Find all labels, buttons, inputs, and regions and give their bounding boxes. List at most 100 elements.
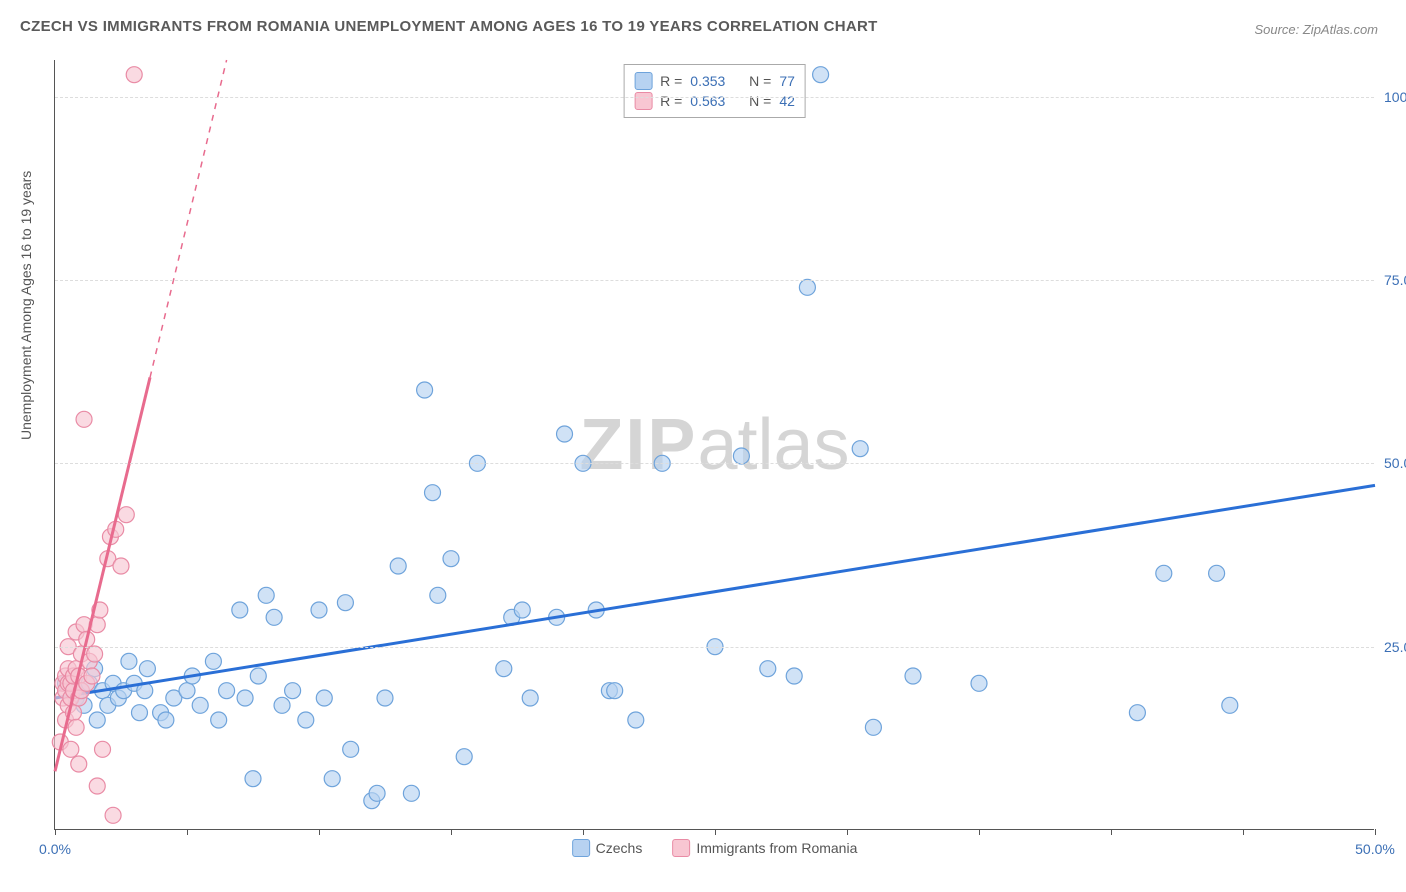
legend-item-romania: Immigrants from Romania [672,839,857,857]
gridline [55,647,1374,648]
x-tick [451,829,452,835]
data-point-czechs [760,661,776,677]
chart-svg [55,60,1374,829]
data-point-czechs [430,587,446,603]
data-point-czechs [237,690,253,706]
data-point-immigrants-from-romania [89,778,105,794]
x-tick [583,829,584,835]
legend-correlation: R = 0.353 N = 77 R = 0.563 N = 42 [623,64,806,118]
data-point-czechs [245,771,261,787]
swatch-romania-bottom [672,839,690,857]
x-tick-label: 50.0% [1355,841,1395,857]
data-point-immigrants-from-romania [87,646,103,662]
legend-series: Czechs Immigrants from Romania [572,839,858,857]
x-tick [1111,829,1112,835]
data-point-czechs [786,668,802,684]
data-point-czechs [733,448,749,464]
data-point-czechs [298,712,314,728]
data-point-immigrants-from-romania [113,558,129,574]
trend-line-0 [55,485,1375,698]
data-point-czechs [121,653,137,669]
data-point-czechs [316,690,332,706]
data-point-czechs [557,426,573,442]
y-tick-label: 100.0% [1384,89,1406,105]
x-tick [847,829,848,835]
data-point-czechs [139,661,155,677]
data-point-czechs [369,785,385,801]
data-point-czechs [285,683,301,699]
n-value-romania: 42 [779,93,795,109]
data-point-immigrants-from-romania [126,67,142,83]
data-point-czechs [179,683,195,699]
data-point-immigrants-from-romania [118,507,134,523]
data-point-czechs [232,602,248,618]
data-point-czechs [1156,565,1172,581]
data-point-czechs [813,67,829,83]
data-point-immigrants-from-romania [63,741,79,757]
data-point-czechs [205,653,221,669]
data-point-czechs [514,602,530,618]
x-tick-label: 0.0% [39,841,71,857]
data-point-czechs [417,382,433,398]
data-point-czechs [131,705,147,721]
data-point-czechs [522,690,538,706]
data-point-czechs [192,697,208,713]
data-point-czechs [89,712,105,728]
x-tick [319,829,320,835]
data-point-czechs [971,675,987,691]
swatch-czechs-bottom [572,839,590,857]
data-point-czechs [211,712,227,728]
data-point-czechs [258,587,274,603]
x-tick [1243,829,1244,835]
chart-title: CZECH VS IMMIGRANTS FROM ROMANIA UNEMPLO… [20,18,878,35]
data-point-czechs [799,279,815,295]
data-point-czechs [852,441,868,457]
data-point-czechs [377,690,393,706]
x-tick [715,829,716,835]
gridline [55,97,1374,98]
r-label: R = [660,93,682,109]
data-point-czechs [343,741,359,757]
data-point-immigrants-from-romania [76,411,92,427]
data-point-czechs [425,485,441,501]
data-point-immigrants-from-romania [105,807,121,823]
n-label: N = [749,73,771,89]
n-value-czechs: 77 [779,73,795,89]
x-tick [55,829,56,835]
source-label: Source: ZipAtlas.com [1254,22,1378,37]
r-value-czechs: 0.353 [690,73,725,89]
data-point-immigrants-from-romania [95,741,111,757]
data-point-czechs [158,712,174,728]
y-tick-label: 50.0% [1384,455,1406,471]
data-point-czechs [456,749,472,765]
data-point-czechs [274,697,290,713]
legend-label-czechs: Czechs [596,840,643,856]
data-point-czechs [443,551,459,567]
plot-area: ZIPatlas R = 0.353 N = 77 R = 0.563 N = … [54,60,1374,830]
data-point-czechs [324,771,340,787]
y-tick-label: 75.0% [1384,272,1406,288]
data-point-czechs [628,712,644,728]
x-tick [187,829,188,835]
y-tick-label: 25.0% [1384,639,1406,655]
data-point-czechs [1129,705,1145,721]
data-point-czechs [311,602,327,618]
legend-row-romania: R = 0.563 N = 42 [634,92,795,110]
data-point-immigrants-from-romania [84,668,100,684]
data-point-czechs [390,558,406,574]
x-tick [1375,829,1376,835]
gridline [55,280,1374,281]
data-point-czechs [266,609,282,625]
gridline [55,463,1374,464]
data-point-czechs [219,683,235,699]
data-point-czechs [905,668,921,684]
r-label: R = [660,73,682,89]
legend-row-czechs: R = 0.353 N = 77 [634,72,795,90]
data-point-immigrants-from-romania [71,756,87,772]
data-point-czechs [607,683,623,699]
r-value-romania: 0.563 [690,93,725,109]
data-point-immigrants-from-romania [68,719,84,735]
data-point-czechs [865,719,881,735]
x-tick [979,829,980,835]
data-point-czechs [403,785,419,801]
